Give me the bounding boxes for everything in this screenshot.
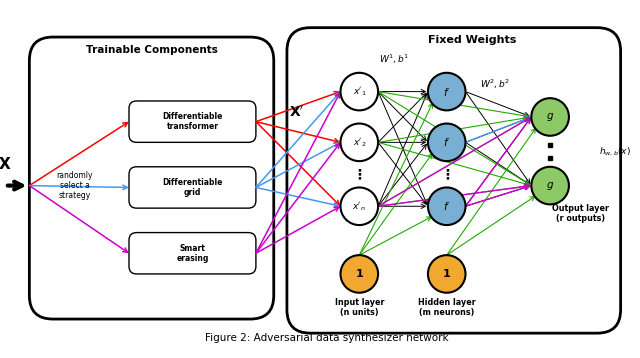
Circle shape: [340, 73, 378, 110]
Text: $W^2,b^2$: $W^2,b^2$: [481, 77, 511, 91]
Text: randomly
select a
strategy: randomly select a strategy: [56, 171, 93, 200]
Text: Output layer
(r outputs): Output layer (r outputs): [552, 204, 609, 223]
Circle shape: [428, 124, 465, 161]
Text: $x'_2$: $x'_2$: [353, 136, 366, 149]
Text: Differentiable
transformer: Differentiable transformer: [163, 112, 223, 131]
Text: $\mathbf{X'}$: $\mathbf{X'}$: [289, 105, 304, 120]
Circle shape: [340, 255, 378, 293]
Text: 1: 1: [443, 269, 451, 279]
FancyBboxPatch shape: [129, 167, 256, 208]
Text: 1: 1: [355, 269, 363, 279]
Circle shape: [531, 98, 569, 136]
Text: $f$: $f$: [444, 86, 450, 98]
Text: Differentiable
grid: Differentiable grid: [163, 178, 223, 197]
Text: $g$: $g$: [546, 180, 554, 192]
Text: Trainable Components: Trainable Components: [86, 45, 218, 55]
Text: Fixed Weights: Fixed Weights: [428, 35, 516, 45]
FancyBboxPatch shape: [129, 101, 256, 142]
Text: $f$: $f$: [444, 136, 450, 148]
Circle shape: [428, 188, 465, 225]
Circle shape: [428, 73, 465, 110]
Text: $\mathbf{X}$: $\mathbf{X}$: [0, 156, 12, 172]
Text: $f$: $f$: [444, 200, 450, 212]
Text: Input layer
(n units): Input layer (n units): [335, 298, 384, 318]
Text: Hidden layer
(m neurons): Hidden layer (m neurons): [418, 298, 476, 318]
FancyBboxPatch shape: [129, 233, 256, 274]
Text: ⋮: ⋮: [440, 167, 454, 181]
Text: $x'_n$: $x'_n$: [353, 200, 366, 213]
Text: Smart
erasing: Smart erasing: [176, 243, 209, 263]
Text: $W^1,b^1$: $W^1,b^1$: [379, 53, 409, 66]
Text: ⋮: ⋮: [353, 167, 366, 181]
FancyBboxPatch shape: [29, 37, 274, 319]
Text: $h_{w,b}(x)$: $h_{w,b}(x)$: [599, 146, 631, 158]
Text: $g$: $g$: [546, 111, 554, 123]
Circle shape: [428, 255, 465, 293]
Circle shape: [340, 188, 378, 225]
Circle shape: [531, 167, 569, 204]
Text: $x'_1$: $x'_1$: [353, 85, 366, 98]
FancyBboxPatch shape: [287, 28, 621, 333]
Text: Figure 2: Adversarial data synthesizer network: Figure 2: Adversarial data synthesizer n…: [205, 333, 448, 343]
Circle shape: [340, 124, 378, 161]
